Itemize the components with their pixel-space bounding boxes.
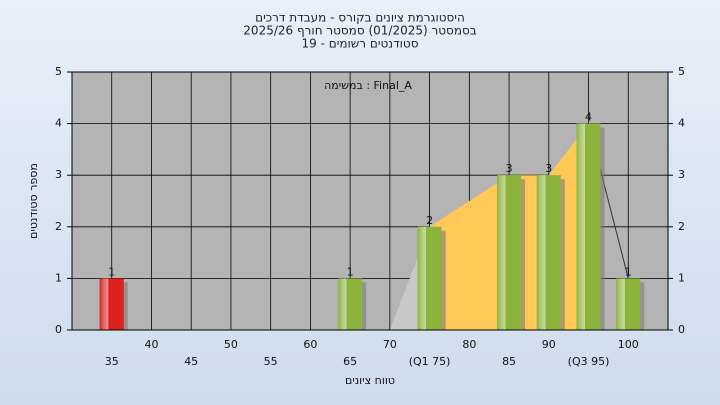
annotation: במשימה : Final_A bbox=[324, 79, 412, 92]
bar bbox=[616, 278, 641, 330]
bar-value-label: 3 bbox=[506, 162, 513, 175]
bar bbox=[497, 175, 522, 330]
plot-border bbox=[71, 71, 669, 331]
bar bbox=[99, 278, 124, 330]
x-tick-label: 100 bbox=[618, 338, 639, 351]
bar-value-label: 3 bbox=[545, 162, 552, 175]
bar bbox=[417, 226, 442, 330]
y2-tick-label: 2 bbox=[678, 220, 685, 233]
x-axis-label: טווח ציונים bbox=[345, 374, 395, 387]
x-tick-label: 50 bbox=[224, 338, 238, 351]
x-tick-label: 90 bbox=[542, 338, 556, 351]
bar-value-label: 1 bbox=[347, 265, 354, 278]
bar bbox=[536, 175, 561, 330]
x-tick-label: 40 bbox=[144, 338, 158, 351]
y-tick-label: 5 bbox=[55, 65, 62, 78]
chart-subtitle: סטודנטים רשומים - 19 bbox=[301, 37, 418, 51]
x-tick-label: 45 bbox=[184, 355, 198, 368]
chart-subtitle: בסמסטר (01/2025) סמסטר חורף 2025/26 bbox=[243, 24, 476, 38]
x-tick-label: 55 bbox=[264, 355, 278, 368]
y2-tick-label: 4 bbox=[678, 117, 685, 130]
bar bbox=[576, 123, 601, 330]
bar-value-label: 4 bbox=[585, 111, 592, 124]
x-tick-label: (Q3 95) bbox=[568, 355, 610, 368]
y2-tick-label: 5 bbox=[678, 65, 685, 78]
bar-value-label: 1 bbox=[108, 265, 115, 278]
x-tick-label: 65 bbox=[343, 355, 357, 368]
y-tick-label: 1 bbox=[55, 271, 62, 284]
y-tick-label: 0 bbox=[55, 323, 62, 336]
y2-tick-label: 0 bbox=[678, 323, 685, 336]
y-tick-label: 4 bbox=[55, 117, 62, 130]
bar-value-label: 2 bbox=[426, 214, 433, 227]
x-tick-label: 85 bbox=[502, 355, 516, 368]
x-tick-label: 60 bbox=[303, 338, 317, 351]
y-tick-label: 3 bbox=[55, 168, 62, 181]
chart-title: היסטוגרמת ציונים בקורס - מעבדת דרכים bbox=[255, 11, 465, 25]
x-tick-label: 35 bbox=[105, 355, 119, 368]
bar bbox=[338, 278, 363, 330]
y-tick-label: 2 bbox=[55, 220, 62, 233]
y-axis-label: מספר סטודנטים bbox=[27, 163, 40, 239]
x-tick-label: (Q1 75) bbox=[409, 355, 451, 368]
y2-tick-label: 3 bbox=[678, 168, 685, 181]
y2-tick-label: 1 bbox=[678, 271, 685, 284]
x-tick-label: 80 bbox=[462, 338, 476, 351]
x-tick-label: 70 bbox=[383, 338, 397, 351]
bar-value-label: 1 bbox=[625, 265, 632, 278]
